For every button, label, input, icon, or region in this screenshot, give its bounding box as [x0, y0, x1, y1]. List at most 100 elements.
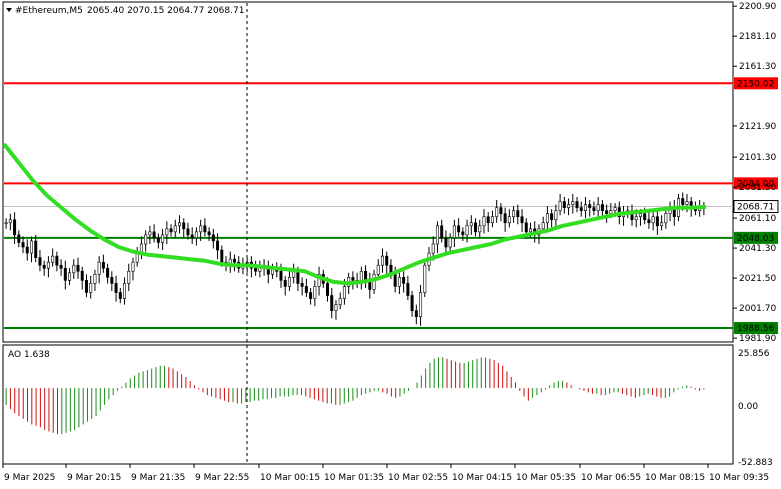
- price-scale-label: 2161.30: [739, 62, 776, 72]
- candle-body: [211, 234, 215, 242]
- candle-body: [309, 292, 313, 299]
- candle-body: [101, 261, 105, 269]
- candle-body: [596, 204, 600, 211]
- candle-body: [330, 295, 334, 311]
- price-scale: 2200.90 2181.10 2161.30 2121.90 2101.30 2081.…: [733, 2, 776, 344]
- candle-body: [232, 258, 236, 263]
- candle-body: [638, 213, 642, 218]
- candle-body: [503, 213, 507, 224]
- candle-body: [592, 207, 596, 211]
- candle-body: [448, 237, 452, 248]
- candle-body: [571, 201, 575, 205]
- candle-body: [300, 283, 304, 287]
- candle-body: [216, 240, 220, 251]
- candle-body: [376, 264, 380, 275]
- time-label: 9 Mar 21:35: [131, 473, 185, 483]
- candle-body: [338, 298, 342, 305]
- candle-body: [17, 234, 21, 243]
- candle-body: [287, 277, 291, 287]
- candle-body: [490, 216, 494, 224]
- level-price-box: [734, 77, 778, 90]
- candle-body: [59, 264, 63, 269]
- candle-body: [385, 255, 389, 266]
- candle-body: [254, 267, 258, 272]
- time-label: 10 Mar 02:55: [388, 473, 448, 483]
- candle-body: [46, 261, 50, 269]
- price-scale-label: 2021.50: [739, 274, 776, 284]
- price-panel[interactable]: [2, 1, 734, 343]
- candle-body: [199, 225, 203, 233]
- time-label: 10 Mar 04:15: [452, 473, 512, 483]
- candle-body: [419, 292, 423, 318]
- candle-body: [567, 204, 571, 208]
- candle-body: [613, 207, 617, 211]
- level-price-box: [734, 322, 778, 335]
- candle-body: [600, 204, 604, 211]
- candle-body: [114, 283, 118, 293]
- levels-layer: 2150.02 2084.00 2048.03 1988.56 2068.71: [4, 77, 779, 335]
- candle-body: [664, 213, 668, 224]
- candle-body: [465, 225, 469, 236]
- candle-body: [68, 272, 72, 281]
- time-label: 9 Mar 2025: [4, 473, 55, 483]
- price-scale-label: 2041.30: [739, 244, 776, 254]
- candle-body: [127, 270, 131, 284]
- candle-body: [512, 210, 516, 218]
- candle-body: [655, 216, 659, 227]
- price-scale-label: 2181.10: [739, 32, 776, 42]
- ao-scale-bottom: -52.883: [738, 458, 773, 468]
- candle-body: [110, 277, 114, 284]
- price-scale-label: 2001.70: [739, 304, 776, 314]
- level-price-label: 1988.56: [737, 324, 774, 334]
- candle-body: [545, 213, 549, 224]
- candle-body: [558, 201, 562, 211]
- price-scale-label: 2121.90: [739, 122, 776, 132]
- candle-body: [220, 249, 224, 263]
- candle-body: [406, 283, 410, 296]
- candle-body: [72, 264, 76, 274]
- ao-layer: [5, 357, 705, 435]
- price-scale-label: 2061.10: [739, 214, 776, 224]
- candle-body: [34, 240, 38, 258]
- price-scale-label: 2101.30: [739, 153, 776, 163]
- ao-panel[interactable]: [2, 344, 734, 465]
- candle-body: [474, 222, 478, 233]
- candle-body: [660, 222, 664, 227]
- candle-body: [97, 261, 101, 275]
- candle-body: [118, 292, 122, 299]
- candle-body: [21, 242, 25, 248]
- candle-body: [194, 231, 198, 239]
- level-price-box: [734, 177, 778, 190]
- candle-body: [516, 210, 520, 218]
- time-label: 10 Mar 08:15: [645, 473, 705, 483]
- level-price-box: [734, 231, 778, 244]
- candle-body: [123, 283, 127, 299]
- price-scale-label: 2081.50: [739, 183, 776, 193]
- candle-body: [402, 277, 406, 284]
- current-price-label: 2068.71: [737, 203, 774, 213]
- candle-body: [63, 267, 67, 281]
- candle-body: [410, 295, 414, 311]
- candle-body: [414, 310, 418, 318]
- candle-body: [457, 225, 461, 233]
- candle-body: [609, 210, 613, 214]
- dropdown-arrow-icon[interactable]: [6, 8, 12, 12]
- candle-body: [423, 264, 427, 293]
- candle-body: [393, 274, 397, 287]
- candle-body: [482, 216, 486, 227]
- ma-layer: [2, 142, 707, 286]
- candle-body: [76, 264, 80, 272]
- candle-body: [342, 286, 346, 299]
- candle-body: [186, 228, 190, 236]
- candle-body: [643, 213, 647, 221]
- candle-body: [25, 246, 29, 254]
- candle-body: [93, 274, 97, 284]
- candle-body: [326, 283, 330, 296]
- candle-body: [334, 304, 338, 311]
- candle-body: [173, 225, 177, 233]
- candle-body: [444, 237, 448, 248]
- candle-body: [528, 228, 532, 233]
- candle-body: [351, 277, 355, 281]
- candle-body: [161, 234, 165, 243]
